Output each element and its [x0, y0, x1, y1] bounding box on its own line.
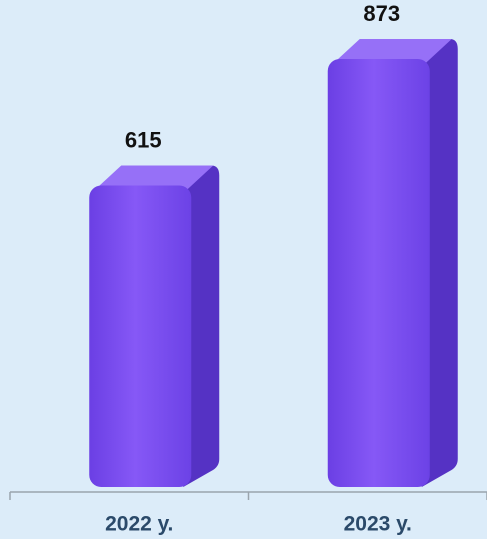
- bar-top: [333, 39, 452, 63]
- bar-front: [327, 59, 430, 487]
- bar: [327, 39, 458, 487]
- x-tick-label: 2022 у.: [105, 513, 173, 536]
- bar-top: [95, 165, 214, 190]
- bar-side: [421, 39, 458, 487]
- value-label: 873: [363, 1, 400, 26]
- x-tick-label: 2023 у.: [344, 513, 412, 536]
- value-label: 615: [125, 127, 162, 152]
- bar-front: [89, 185, 192, 487]
- bar-side: [183, 165, 220, 487]
- bar: [89, 165, 220, 487]
